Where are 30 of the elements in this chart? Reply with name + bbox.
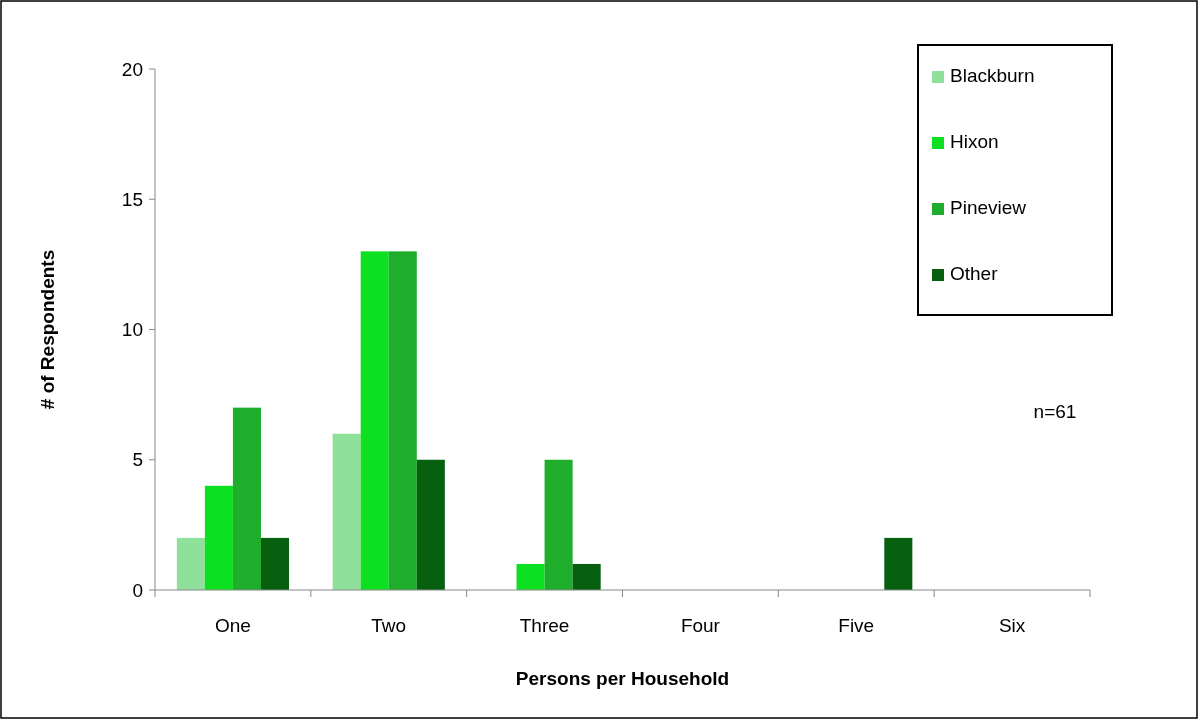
bar <box>572 563 601 590</box>
x-tick-label: Four <box>680 615 721 636</box>
x-tick-label: Six <box>998 615 1026 636</box>
legend-label: Blackburn <box>950 65 1035 86</box>
x-tick-label: Two <box>371 615 407 636</box>
bar <box>516 563 545 590</box>
x-tick-label: One <box>214 615 251 636</box>
bar <box>232 407 261 590</box>
x-tick-label: Five <box>838 615 875 636</box>
bar <box>544 459 573 590</box>
bar <box>360 251 389 590</box>
y-tick-label: 15 <box>121 188 143 210</box>
legend-label: Pineview <box>950 197 1027 218</box>
bar <box>416 459 445 590</box>
y-tick-label: 10 <box>121 319 143 341</box>
y-tick-label: 5 <box>132 449 143 471</box>
bar <box>332 433 361 590</box>
bar <box>260 537 290 590</box>
legend-label: Hixon <box>950 131 999 152</box>
annotation: n=61 <box>1033 401 1077 422</box>
legend-label: Other <box>950 263 999 284</box>
y-tick-label: 0 <box>132 579 143 601</box>
bar <box>204 485 233 590</box>
bar <box>884 537 913 590</box>
y-axis-title: # of Respondents <box>37 249 58 410</box>
bar <box>388 251 417 590</box>
y-tick-label: 20 <box>121 58 143 80</box>
x-axis-title: Persons per Household <box>515 668 730 689</box>
x-tick-label: Three <box>519 615 570 636</box>
bar <box>176 537 205 590</box>
